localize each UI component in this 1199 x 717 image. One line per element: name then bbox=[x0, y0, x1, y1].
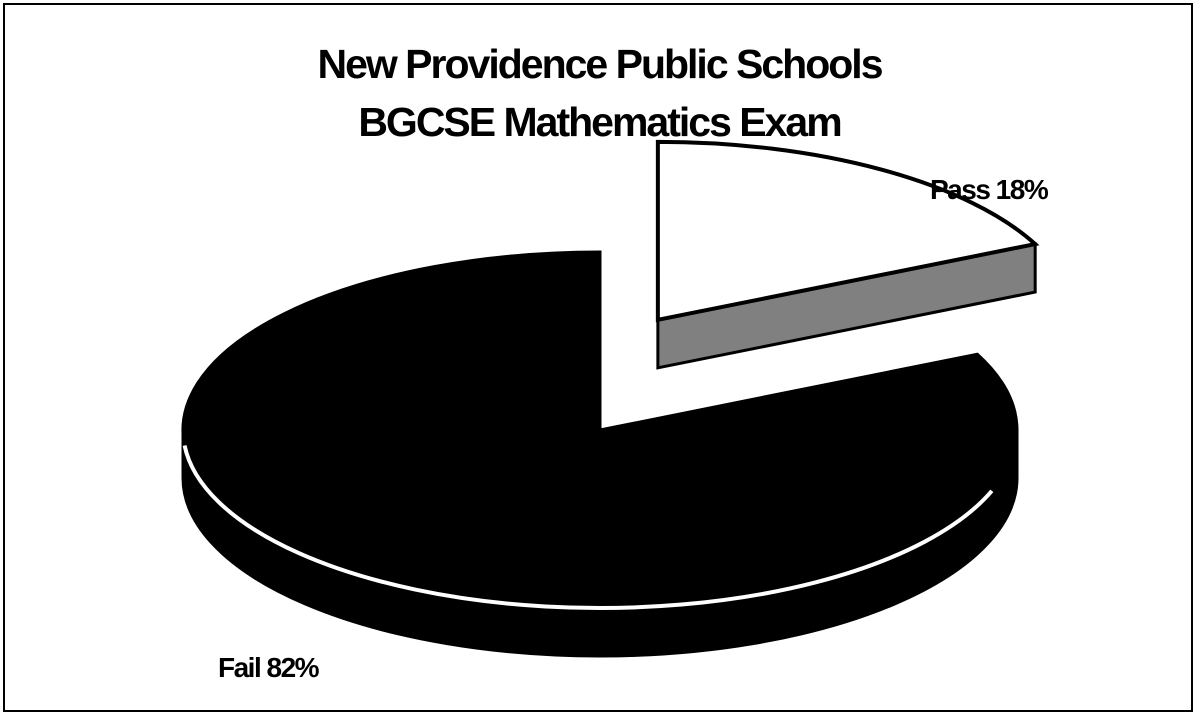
pie-slices bbox=[181, 139, 1040, 658]
pie-slice-pass bbox=[655, 139, 1040, 323]
slice-label-pass: Pass 18% bbox=[930, 174, 1049, 205]
slice-label-fail: Fail 82% bbox=[218, 652, 320, 683]
pie-slice-rim-fail bbox=[182, 445, 994, 610]
chart-title-line-1: New Providence Public Schools bbox=[317, 41, 883, 87]
chart-title-line-2: BGCSE Mathematics Exam bbox=[358, 99, 842, 145]
